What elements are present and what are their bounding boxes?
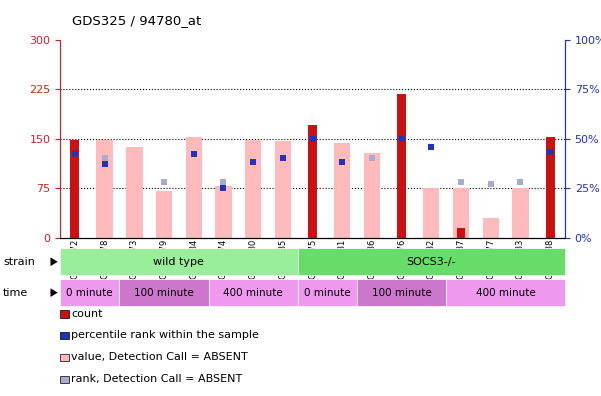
Text: 0 minute: 0 minute (67, 287, 113, 298)
Text: value, Detection Call = ABSENT: value, Detection Call = ABSENT (71, 352, 248, 362)
Bar (120, 279, 209, 306)
Bar (70, 140, 79, 238)
Text: 100 minute: 100 minute (134, 287, 194, 298)
Bar (297, 248, 565, 275)
Bar (423, 188, 439, 238)
Bar (156, 191, 172, 238)
Bar (446, 279, 565, 306)
Text: 400 minute: 400 minute (223, 287, 283, 298)
Bar (126, 147, 142, 238)
Text: 0 minute: 0 minute (304, 287, 350, 298)
Text: 100 minute: 100 minute (372, 287, 432, 298)
Bar (512, 188, 528, 238)
Bar (546, 137, 555, 238)
Bar (209, 279, 297, 306)
Text: rank, Detection Call = ABSENT: rank, Detection Call = ABSENT (71, 374, 242, 384)
Text: strain: strain (3, 257, 35, 267)
Text: wild type: wild type (153, 257, 204, 267)
Text: percentile rank within the sample: percentile rank within the sample (71, 330, 259, 341)
Text: 400 minute: 400 minute (475, 287, 535, 298)
Bar (60, 279, 120, 306)
Bar (397, 94, 406, 238)
Bar (297, 279, 357, 306)
Bar (275, 141, 291, 238)
Bar (60, 248, 297, 275)
Bar (483, 218, 499, 238)
Text: GDS325 / 94780_at: GDS325 / 94780_at (72, 14, 201, 27)
Bar (215, 186, 231, 238)
Bar (186, 137, 202, 238)
Text: SOCS3-/-: SOCS3-/- (406, 257, 456, 267)
Bar (97, 140, 113, 238)
Bar (453, 188, 469, 238)
Bar (364, 153, 380, 238)
Bar (357, 279, 446, 306)
Bar (457, 228, 465, 238)
Text: time: time (3, 287, 28, 298)
Bar (245, 140, 261, 238)
Bar (334, 143, 350, 238)
Bar (308, 126, 317, 238)
Text: count: count (71, 308, 102, 319)
